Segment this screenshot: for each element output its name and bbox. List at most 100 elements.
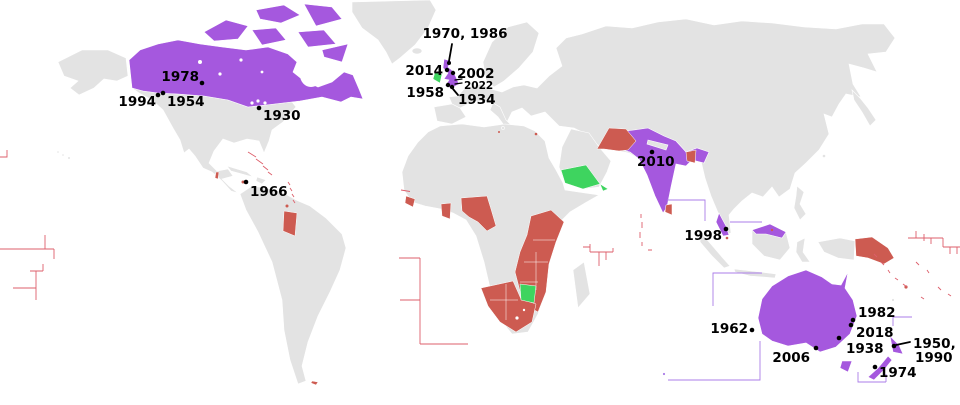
south-atlantic-callouts xyxy=(399,257,468,345)
host-city-dot xyxy=(450,70,456,76)
year-label: 1930 xyxy=(263,108,301,124)
region-japan xyxy=(851,89,877,127)
country-india xyxy=(621,127,710,214)
country-trinidad xyxy=(285,204,289,208)
region-sicily xyxy=(501,126,505,130)
country-papua-new-guinea xyxy=(854,236,895,265)
year-marker-2006: 2006 xyxy=(772,345,819,366)
indian-ocean-callouts xyxy=(583,244,614,266)
country-eswatini xyxy=(522,308,526,312)
year-marker-1966: 1966 xyxy=(243,179,288,200)
year-marker-2014: 2014 xyxy=(405,63,450,79)
host-city-dot xyxy=(160,90,166,96)
year-label: 1950, xyxy=(913,336,956,352)
cocos-christmas-callout xyxy=(668,341,761,381)
year-marker-1978: 1978 xyxy=(161,69,205,86)
country-cyprus xyxy=(534,132,538,136)
country-canada-arctic-islands xyxy=(203,3,349,63)
year-marker-1970-1986: 1970, 1986 xyxy=(423,26,507,65)
region-iceland xyxy=(411,47,423,55)
year-marker-1938: 1938 xyxy=(836,335,884,357)
year-label: 1958 xyxy=(406,85,444,101)
melanesia-island-marks xyxy=(873,253,952,300)
country-brunei xyxy=(770,228,774,232)
country-malaysia-borneo xyxy=(751,223,787,239)
region-alaska xyxy=(57,49,129,96)
host-city-dot xyxy=(836,335,842,341)
year-label: 1978 xyxy=(161,69,199,85)
country-singapore xyxy=(725,236,729,240)
region-south-america xyxy=(239,185,347,385)
great-lakes xyxy=(250,101,254,105)
year-label: 1998 xyxy=(684,228,722,244)
year-label: 1962 xyxy=(710,321,748,337)
region-sulawesi xyxy=(795,237,811,263)
region-sumatra xyxy=(699,232,731,269)
member-countries-layer xyxy=(214,127,908,386)
country-belize xyxy=(214,171,220,180)
former-members-layer xyxy=(432,71,609,304)
region-greenland xyxy=(351,0,437,65)
canada-lake xyxy=(218,72,222,76)
country-ghana xyxy=(440,202,452,220)
pacific-callouts-left xyxy=(0,150,55,300)
marker-connector-line xyxy=(454,78,463,85)
maldives-chain xyxy=(639,214,652,251)
south-of-nz-callout xyxy=(857,372,887,383)
great-lakes xyxy=(256,99,260,103)
host-city-dot xyxy=(447,61,451,65)
marker-connector-line xyxy=(448,43,453,62)
host-city-dot xyxy=(723,226,729,232)
region-hawaii xyxy=(67,156,71,160)
country-nepal xyxy=(646,139,669,151)
country-jamaica xyxy=(241,180,245,184)
host-city-dot xyxy=(749,327,755,333)
marker-connector-line xyxy=(452,88,459,96)
year-markers-layer: 1978 1994 1954 1930 1966 1970, 1986 2014 xyxy=(118,26,955,381)
hudson-bay xyxy=(300,63,322,87)
region-scandinavia xyxy=(482,21,540,88)
host-city-dot xyxy=(872,364,878,370)
country-gambia xyxy=(400,189,411,192)
countries-southern-africa xyxy=(480,280,537,333)
region-cuba xyxy=(226,165,254,178)
country-bangladesh xyxy=(685,149,697,164)
year-marker-2002: 2002 xyxy=(450,66,495,82)
region-new-caledonia xyxy=(891,298,895,302)
country-new-zealand-south xyxy=(867,355,893,381)
country-tasmania xyxy=(839,360,853,373)
region-hispaniola xyxy=(255,176,267,185)
host-city-dot xyxy=(444,67,450,73)
host-city-dot xyxy=(155,92,161,98)
year-marker-1930: 1930 xyxy=(256,105,301,124)
year-marker-1958: 1958 xyxy=(406,82,451,101)
bay-of-bengal-callout xyxy=(667,199,706,221)
host-city-dot xyxy=(256,105,262,111)
year-label: 1938 xyxy=(846,341,884,357)
region-taiwan xyxy=(822,154,826,158)
norfolk-island-callout xyxy=(892,316,912,326)
host-city-dot xyxy=(445,82,451,88)
country-yemen-aden xyxy=(560,164,609,192)
host-city-dot xyxy=(848,322,854,328)
falkland-islands xyxy=(310,380,319,386)
country-nigeria-cameroon xyxy=(460,195,497,232)
year-label: 1966 xyxy=(250,184,288,200)
host-countries-layer xyxy=(128,3,904,381)
year-marker-2010: 2010 xyxy=(637,149,675,170)
region-java xyxy=(733,268,777,279)
year-label: 2010 xyxy=(637,154,675,170)
pacific-callouts-right xyxy=(908,231,960,254)
country-canada xyxy=(128,39,364,108)
year-marker-1954: 1954 xyxy=(160,90,205,110)
country-lesotho xyxy=(515,316,519,320)
canada-lake xyxy=(260,70,264,74)
country-malta xyxy=(498,131,500,133)
year-label: 2018 xyxy=(856,325,894,341)
host-city-dot xyxy=(850,317,856,323)
country-ireland xyxy=(432,71,443,84)
region-hawaii xyxy=(61,153,65,157)
country-australia xyxy=(757,269,858,353)
